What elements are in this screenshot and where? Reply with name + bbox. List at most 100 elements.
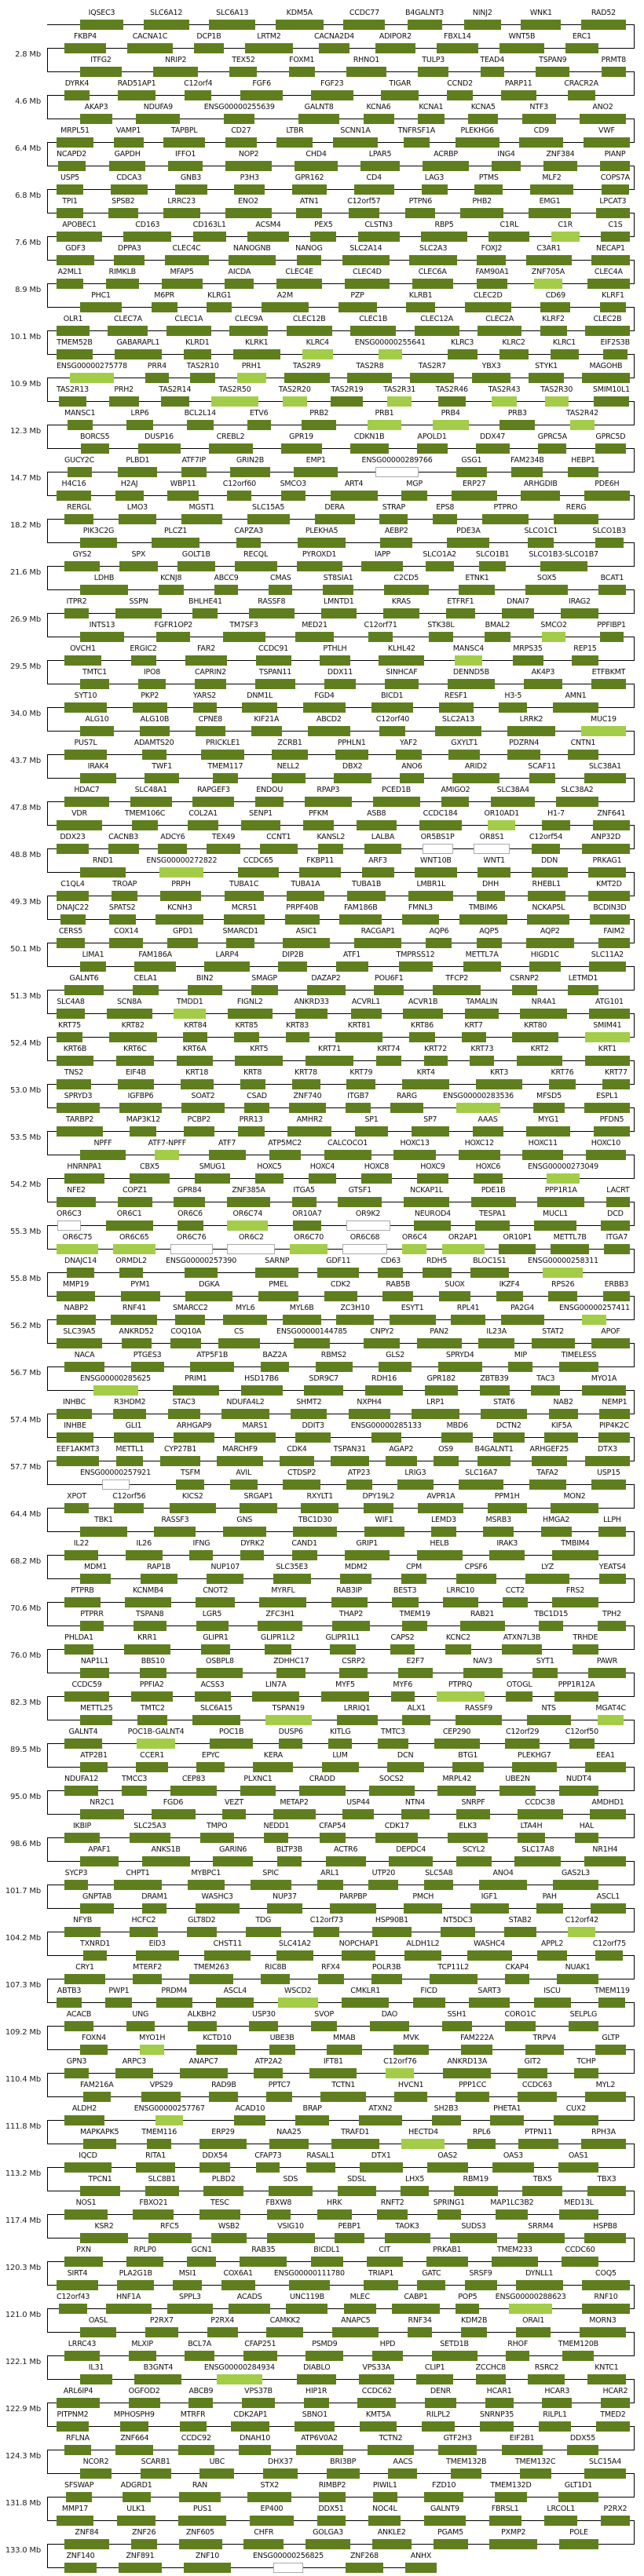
- gene-pdzrn4[interactable]: PDZRN4: [507, 737, 541, 761]
- gene-box[interactable]: [185, 90, 212, 100]
- gene-box[interactable]: [337, 2186, 376, 2196]
- gene-cd9[interactable]: CD9: [519, 125, 564, 148]
- gene-box[interactable]: [284, 914, 320, 925]
- gene-tas2r30[interactable]: TAS2R30: [540, 384, 573, 407]
- gene-box[interactable]: [542, 632, 566, 642]
- gene-kif5a[interactable]: KIF5A: [544, 1420, 579, 1443]
- gene-box[interactable]: [372, 2492, 397, 2502]
- gene-box[interactable]: [499, 1244, 536, 1254]
- gene-cct2[interactable]: CCT2: [502, 1585, 528, 1608]
- gene-box[interactable]: [116, 2516, 156, 2526]
- gene-avpr1a[interactable]: AVPR1A: [418, 1491, 464, 1514]
- gene-tulp3[interactable]: TULP3: [418, 54, 449, 78]
- gene-box[interactable]: [416, 443, 448, 454]
- gene-ndufa4l2[interactable]: NDUFA4L2: [221, 1396, 269, 1420]
- gene-box[interactable]: [350, 326, 397, 336]
- gene-box[interactable]: [371, 2351, 403, 2361]
- gene-box[interactable]: [469, 1998, 510, 2008]
- gene-kdm5a[interactable]: KDM5A: [275, 7, 324, 31]
- gene-box[interactable]: [598, 1432, 630, 1443]
- gene-tmtc2[interactable]: TMTC2: [137, 1702, 168, 1726]
- gene-fzd10[interactable]: FZD10: [424, 2479, 464, 2503]
- gene-tesc[interactable]: TESC: [199, 2197, 240, 2220]
- gene-utp20[interactable]: UTP20: [368, 1867, 399, 1891]
- gene-box[interactable]: [57, 1409, 92, 1419]
- gene-dennd5b[interactable]: DENND5B: [447, 666, 495, 690]
- gene-box[interactable]: [298, 538, 346, 548]
- gene-box[interactable]: [591, 255, 630, 265]
- gene-box[interactable]: [306, 2351, 344, 2361]
- gene-amn1[interactable]: AMN1: [553, 690, 598, 713]
- gene-box[interactable]: [174, 184, 207, 195]
- gene-box[interactable]: [501, 1644, 542, 1655]
- gene-iffo1[interactable]: IFFO1: [168, 148, 203, 172]
- gene-or6c4[interactable]: OR6C4: [402, 1231, 427, 1255]
- gene-box[interactable]: [540, 302, 571, 312]
- gene-cabp1[interactable]: CABP1: [392, 2291, 441, 2315]
- gene-pthlh[interactable]: PTHLH: [319, 643, 350, 666]
- gene-box[interactable]: [158, 844, 188, 854]
- gene-box[interactable]: [141, 750, 166, 760]
- gene-iscu[interactable]: ISCU: [533, 1985, 571, 2009]
- gene-box[interactable]: [468, 114, 499, 124]
- gene-box[interactable]: [288, 67, 315, 77]
- gene-vdr[interactable]: VDR: [57, 808, 102, 831]
- gene-box[interactable]: [539, 1621, 564, 1631]
- gene-slc2a13[interactable]: SLC2A13: [435, 713, 481, 737]
- gene-ldhb[interactable]: LDHB: [80, 572, 128, 596]
- gene-box[interactable]: [401, 914, 439, 925]
- gene-box[interactable]: [64, 985, 104, 995]
- gene-krt1[interactable]: KRT1: [584, 1043, 630, 1067]
- gene-box[interactable]: [587, 2374, 626, 2384]
- gene-clec12a[interactable]: CLEC12A: [414, 313, 459, 337]
- gene-spsb2[interactable]: SPSB2: [108, 195, 138, 219]
- gene-box[interactable]: [101, 1480, 130, 1490]
- gene-acvrl1[interactable]: ACVRL1: [350, 996, 382, 1020]
- gene-gpn3[interactable]: GPN3: [64, 2056, 89, 2079]
- gene-nap1l1[interactable]: NAP1L1: [80, 1655, 109, 1679]
- gene-box[interactable]: [199, 1833, 234, 1843]
- gene-arl6ip4[interactable]: ARL6IP4: [57, 2385, 100, 2409]
- gene-avil[interactable]: AVIL: [229, 1467, 258, 1491]
- gene-box[interactable]: [57, 2516, 93, 2526]
- gene-box[interactable]: [529, 208, 572, 218]
- gene-box[interactable]: [584, 1103, 630, 1113]
- gene-box[interactable]: [255, 1173, 284, 1184]
- gene-pfkm[interactable]: PFKM: [302, 808, 334, 831]
- gene-box[interactable]: [338, 302, 377, 312]
- gene-box[interactable]: [463, 1668, 503, 1678]
- gene-fam90a1[interactable]: FAM90A1: [475, 266, 509, 290]
- gene-prph[interactable]: PRPH: [160, 878, 202, 902]
- gene-pheta1[interactable]: PHETA1: [490, 2103, 525, 2126]
- gene-box[interactable]: [479, 1880, 528, 1890]
- gene-box[interactable]: [474, 844, 510, 854]
- gene-box[interactable]: [496, 1291, 523, 1301]
- gene-box[interactable]: [331, 396, 364, 407]
- gene-ltbr[interactable]: LTBR: [276, 125, 313, 148]
- gene-box[interactable]: [459, 1621, 505, 1631]
- gene-cdca3[interactable]: CDCA3: [110, 172, 148, 195]
- gene-muc19[interactable]: MUC19: [580, 713, 626, 737]
- gene-gatc[interactable]: GATC: [417, 2268, 446, 2291]
- gene-box[interactable]: [432, 420, 469, 430]
- gene-box[interactable]: [192, 608, 218, 618]
- gene-nr4a1[interactable]: NR4A1: [520, 996, 568, 1020]
- gene-box[interactable]: [203, 2186, 244, 2196]
- gene-box[interactable]: [125, 1550, 163, 1560]
- gene-box[interactable]: [529, 373, 565, 383]
- gene-ncapd2[interactable]: NCAPD2: [57, 148, 86, 172]
- gene-box[interactable]: [431, 2115, 461, 2125]
- gene-endou[interactable]: ENDOU: [255, 784, 284, 808]
- gene-ccdc91[interactable]: CCDC91: [255, 643, 291, 666]
- gene-box[interactable]: [411, 1409, 459, 1419]
- gene-fmnl3[interactable]: FMNL3: [401, 902, 439, 925]
- gene-box[interactable]: [481, 1409, 528, 1419]
- gene-box[interactable]: [503, 1927, 536, 1937]
- gene-gtsf1[interactable]: GTSF1: [338, 1184, 382, 1208]
- gene-prim1[interactable]: PRIM1: [172, 1373, 219, 1396]
- gene-box[interactable]: [245, 1927, 281, 1937]
- gene-box[interactable]: [177, 2445, 214, 2455]
- gene-box[interactable]: [554, 1691, 598, 1702]
- gene-clec2d[interactable]: CLEC2D: [464, 290, 511, 313]
- gene-box[interactable]: [600, 1220, 630, 1231]
